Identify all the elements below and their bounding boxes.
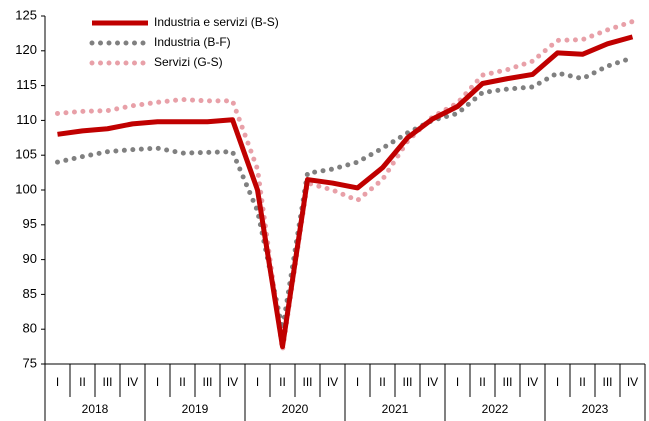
x-tick-label: IV <box>127 375 138 389</box>
x-tick-label: IV <box>227 375 238 389</box>
year-label: 2021 <box>382 402 409 416</box>
year-label: 2018 <box>82 402 109 416</box>
x-tick-label: II <box>79 375 86 389</box>
year-label: 2020 <box>282 402 309 416</box>
x-tick-label: I <box>356 375 359 389</box>
x-tick-label: III <box>302 375 312 389</box>
y-tick-label: 80 <box>23 321 37 336</box>
x-tick-label: I <box>156 375 159 389</box>
y-tick-label: 90 <box>23 251 37 266</box>
x-tick-label: IV <box>627 375 638 389</box>
x-tick-label: II <box>179 375 186 389</box>
x-tick-label: II <box>279 375 286 389</box>
x-tick-label: I <box>56 375 59 389</box>
y-tick-label: 85 <box>23 286 37 301</box>
x-tick-label: I <box>256 375 259 389</box>
legend-label: Industria (B-F) <box>154 35 231 49</box>
year-label: 2022 <box>482 402 509 416</box>
x-tick-label: III <box>602 375 612 389</box>
y-tick-label: 95 <box>23 216 37 231</box>
x-tick-label: IV <box>527 375 538 389</box>
x-tick-label: III <box>202 375 212 389</box>
x-tick-label: IV <box>427 375 438 389</box>
legend-label: Industria e servizi (B-S) <box>154 15 279 29</box>
series-line <box>57 34 634 350</box>
x-tick-label: II <box>379 375 386 389</box>
x-tick-label: III <box>402 375 412 389</box>
y-tick-label: 75 <box>23 355 37 370</box>
x-tick-label: I <box>556 375 559 389</box>
x-tick-label: II <box>579 375 586 389</box>
y-tick-label: 105 <box>15 147 37 162</box>
y-tick-label: 115 <box>16 77 37 92</box>
y-tick-label: 100 <box>15 181 37 196</box>
y-tick-label: 125 <box>15 7 37 22</box>
legend-label: Servizi (G-S) <box>154 55 223 69</box>
x-tick-label: IV <box>327 375 338 389</box>
x-tick-label: III <box>502 375 512 389</box>
x-tick-label: III <box>102 375 112 389</box>
x-tick-label: I <box>456 375 459 389</box>
year-label: 2019 <box>182 402 209 416</box>
series-line <box>55 19 635 351</box>
year-label: 2023 <box>582 402 609 416</box>
y-tick-label: 120 <box>15 42 37 57</box>
y-tick-label: 110 <box>16 112 37 127</box>
x-tick-label: II <box>479 375 486 389</box>
